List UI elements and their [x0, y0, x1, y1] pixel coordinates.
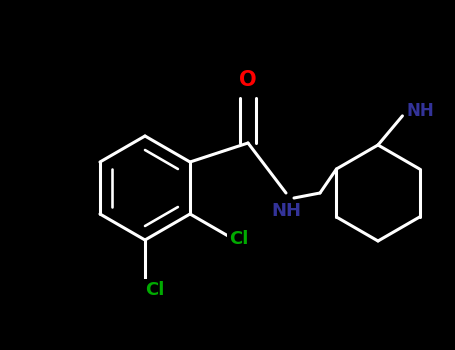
- Text: Cl: Cl: [145, 281, 165, 299]
- Text: O: O: [239, 70, 257, 90]
- Text: Cl: Cl: [229, 230, 249, 247]
- Text: NH: NH: [407, 102, 435, 120]
- Text: NH: NH: [271, 202, 301, 220]
